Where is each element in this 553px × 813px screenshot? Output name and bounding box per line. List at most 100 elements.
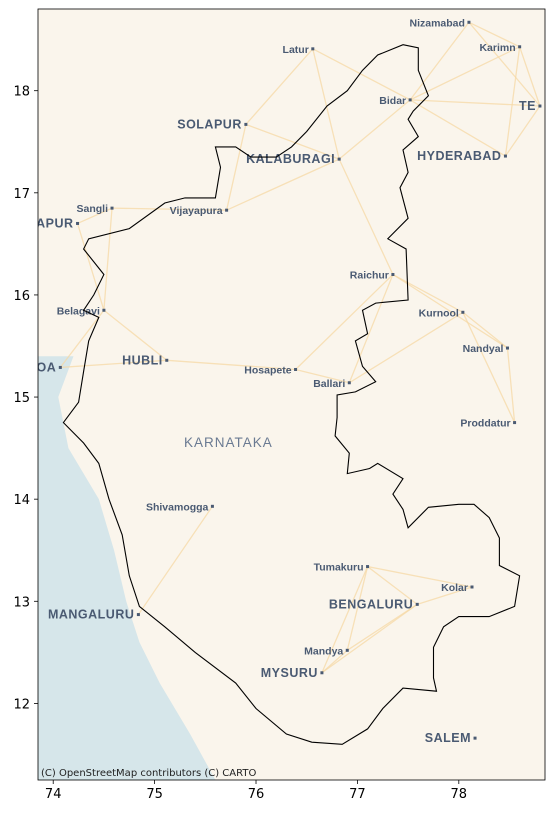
x-tick-label: 75 [146, 787, 163, 802]
place-label: HYDERABAD [417, 149, 501, 163]
place-marker [345, 648, 349, 652]
place-marker [415, 602, 419, 606]
y-tick-label: 15 [13, 391, 30, 406]
road-line [506, 347, 516, 423]
road-line [245, 48, 314, 125]
y-tick-label: 18 [13, 85, 30, 100]
place-label: Sangli [77, 203, 109, 215]
road-line [59, 309, 105, 368]
y-tick-label: 17 [13, 187, 30, 202]
place-marker [461, 310, 465, 314]
road-line [468, 21, 520, 48]
place-marker [538, 104, 542, 108]
road-line [348, 274, 394, 383]
place-marker [513, 421, 517, 425]
x-tick-label: 76 [248, 787, 265, 802]
road-line [409, 21, 470, 101]
place-label: SOLAPUR [177, 117, 242, 131]
road-line [504, 105, 541, 157]
place-label: Nandyal [463, 343, 504, 355]
road-line [367, 565, 473, 588]
road-line [137, 505, 213, 615]
road-line [112, 207, 227, 211]
place-marker [391, 273, 395, 277]
place-marker [225, 208, 229, 212]
place-label: Mandya [304, 645, 343, 657]
road-line [321, 649, 348, 674]
place-label: MYSURU [261, 666, 318, 680]
road-line [367, 566, 418, 605]
road-line [295, 274, 394, 370]
place-marker [311, 47, 315, 51]
road-line [295, 368, 350, 384]
place-marker [244, 122, 248, 126]
road-line [346, 566, 369, 651]
place-label: SALEM [425, 731, 471, 745]
place-marker [337, 157, 341, 161]
place-label: Proddatur [460, 418, 510, 430]
place-label: Karimn [479, 42, 515, 54]
place-marker [294, 367, 298, 371]
place-label: Shivamogga [146, 501, 209, 513]
place-label: Belagavi [57, 305, 100, 317]
place-marker [467, 20, 471, 24]
road-line [468, 21, 541, 107]
x-axis: 74 75 76 77 78 [45, 780, 467, 802]
x-tick-label: 78 [451, 787, 468, 802]
place-label: Ballari [313, 378, 345, 390]
road-line [103, 309, 168, 361]
place-marker [505, 346, 509, 350]
place-label: TE [519, 99, 536, 113]
basemap-sea [38, 356, 216, 780]
place-marker [320, 671, 324, 675]
road-line [462, 312, 516, 423]
y-tick-label: 16 [13, 289, 30, 304]
road-line [348, 311, 464, 384]
place-label: Tumakuru [314, 562, 364, 574]
axes-frame [37, 8, 546, 781]
y-tick-label: 14 [13, 493, 30, 508]
place-marker [347, 381, 351, 385]
place-label: APUR [36, 216, 73, 230]
place-marker [518, 45, 522, 49]
place-marker [366, 565, 370, 569]
place-label: Latur [283, 44, 309, 56]
road-line [166, 359, 296, 371]
road-line [312, 48, 340, 160]
road-line [519, 46, 541, 107]
y-tick-label: 13 [13, 595, 30, 610]
place-label: Raichur [350, 270, 389, 282]
road-line [312, 48, 411, 101]
road-line [225, 124, 247, 211]
road-line [338, 99, 411, 160]
place-labels: Nizamabad Karimn Latur Bidar TE SOLAPUR KALABU… [36, 17, 542, 745]
place-marker [408, 98, 412, 102]
place-label: HUBLI [122, 353, 163, 367]
place-marker [503, 154, 507, 158]
road-line [409, 99, 506, 157]
x-tick-label: 77 [349, 787, 366, 802]
road-line [60, 359, 167, 369]
map-attribution: (C) OpenStreetMap contributors (C) CARTO [41, 768, 256, 779]
x-tick-label: 74 [45, 787, 62, 802]
road-line [338, 158, 394, 275]
place-marker [136, 613, 140, 617]
y-tick-label: 12 [13, 697, 30, 712]
region-label-karnataka: KARNATAKA [184, 435, 273, 450]
karnataka-boundary [62, 44, 521, 745]
place-label: BENGALURU [329, 597, 413, 611]
road-line [77, 207, 113, 225]
basemap-roads [59, 21, 541, 674]
place-marker [473, 736, 477, 740]
place-marker [470, 585, 474, 589]
road-line [392, 273, 508, 349]
place-label: Vijayapura [170, 205, 223, 217]
road-line [504, 46, 521, 157]
place-marker [76, 221, 80, 225]
road-line [321, 566, 369, 674]
place-label: KALABURAGI [246, 152, 335, 166]
place-marker [58, 365, 62, 369]
road-line [245, 123, 340, 160]
plot-area[interactable]: Nizamabad Karimn Latur Bidar TE SOLAPUR KALABU… [23, 9, 545, 795]
